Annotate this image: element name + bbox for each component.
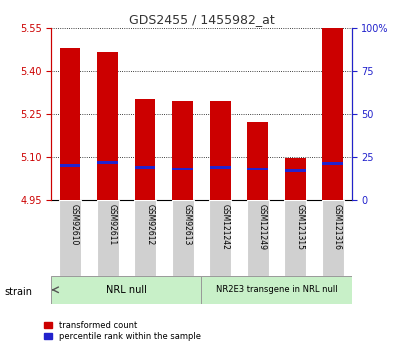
Text: GSM92610: GSM92610 [70,204,79,245]
Bar [96,200,119,276]
Bar [210,166,231,169]
Text: GSM92612: GSM92612 [145,204,154,245]
Bar [246,200,269,276]
Bar [51,276,201,304]
Bar [201,276,352,304]
Text: NR2E3 transgene in NRL null: NR2E3 transgene in NRL null [216,285,337,294]
Bar [284,200,307,276]
Bar [322,28,343,200]
Bar [210,101,231,200]
Text: GSM121242: GSM121242 [220,204,229,250]
Text: GSM92611: GSM92611 [107,204,117,245]
Bar [135,166,156,169]
Bar [285,169,306,172]
Bar [247,168,268,170]
Bar [285,158,306,200]
Bar [172,168,193,170]
Bar [60,48,81,200]
Bar [97,161,118,164]
Text: GSM92613: GSM92613 [182,204,192,245]
Bar [209,200,231,276]
Bar [60,164,81,167]
Legend: transformed count, percentile rank within the sample: transformed count, percentile rank withi… [44,321,201,341]
Text: GSM121316: GSM121316 [333,204,342,250]
Text: strain: strain [4,287,32,296]
Bar [134,200,156,276]
Text: GSM121249: GSM121249 [258,204,267,250]
Bar [322,200,344,276]
Bar [322,162,343,165]
Bar [172,101,193,200]
Bar [97,52,118,200]
Bar [59,200,81,276]
Bar [135,99,156,200]
Text: NRL null: NRL null [106,285,147,295]
Text: GSM121315: GSM121315 [295,204,304,250]
Title: GDS2455 / 1455982_at: GDS2455 / 1455982_at [129,13,274,27]
Bar [247,122,268,200]
Bar [171,200,194,276]
